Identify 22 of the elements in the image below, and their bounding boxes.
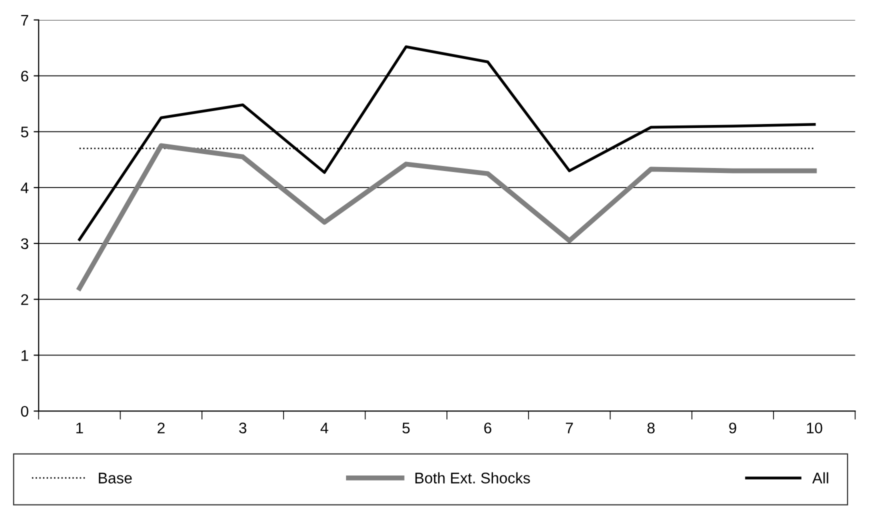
y-tick-label: 3 <box>20 238 28 250</box>
x-tick-label: 10 <box>807 422 822 434</box>
y-tick-label: 4 <box>20 182 28 194</box>
x-tick-label: 8 <box>647 422 655 434</box>
x-tick-label: 2 <box>158 422 165 434</box>
legend-label: All <box>812 472 828 484</box>
y-tick-label: 5 <box>21 126 28 138</box>
legend-label: Both Ext. Shocks <box>415 472 530 484</box>
x-tick-label: 7 <box>566 422 573 434</box>
legend-label: Base <box>98 472 132 484</box>
y-tick-label: 2 <box>21 294 28 305</box>
x-tick-label: 6 <box>484 422 492 434</box>
x-tick-label: 5 <box>402 422 410 434</box>
y-tick-label: 1 <box>22 350 28 361</box>
line-series <box>77 143 817 291</box>
x-tick-label: 9 <box>729 422 736 434</box>
y-tick-label: 6 <box>21 70 28 82</box>
y-tick-label: 0 <box>21 406 28 417</box>
x-tick-label: 4 <box>320 422 328 434</box>
y-tick-label: 7 <box>21 14 28 26</box>
x-tick-label: 3 <box>239 422 246 434</box>
x-tick-label: 1 <box>76 422 83 434</box>
